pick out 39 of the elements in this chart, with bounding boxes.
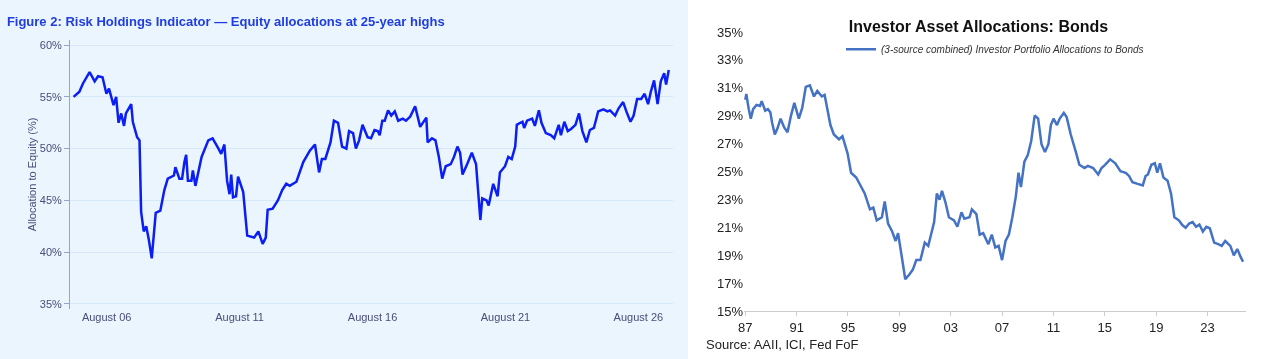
source-note: Source: AAII, ICI, Fed FoF xyxy=(706,337,859,352)
y-tick-label: 19% xyxy=(716,247,744,263)
x-tick-label: 03 xyxy=(943,319,958,335)
y-tick-label: 40% xyxy=(39,245,62,258)
x-tick-label: 91 xyxy=(789,319,804,335)
x-tick-label: 23 xyxy=(1200,319,1215,335)
x-tick-label: 87 xyxy=(738,319,753,335)
x-tick-label: 11 xyxy=(1046,319,1061,335)
x-tick-label: 19 xyxy=(1148,319,1164,335)
x-tick-label: August 06 xyxy=(81,311,132,323)
y-tick-label: 31% xyxy=(716,80,744,96)
x-tick-label: August 16 xyxy=(347,311,398,323)
y-tick-label: 25% xyxy=(716,164,744,180)
y-tick-label: 55% xyxy=(39,90,62,103)
y-tick-label: 60% xyxy=(39,39,62,52)
x-tick-label: August 11 xyxy=(215,311,264,323)
x-tick-label: 95 xyxy=(840,319,856,335)
y-tick-label: 35% xyxy=(39,297,62,310)
x-tick-label: 07 xyxy=(994,319,1010,335)
y-tick-label: 15% xyxy=(716,303,744,319)
y-tick-label: 50% xyxy=(39,142,62,155)
x-tick-label: 99 xyxy=(892,319,907,335)
y-tick-label: 35% xyxy=(716,24,744,40)
y-tick-label: 29% xyxy=(716,108,744,124)
chart-title: Investor Asset Allocations: Bonds xyxy=(848,18,1109,36)
y-tick-label: 21% xyxy=(716,219,744,235)
y-tick-label: 23% xyxy=(716,191,744,207)
line-series xyxy=(744,84,1245,281)
x-tick-label: August 21 xyxy=(480,311,531,323)
x-tick-label: August 26 xyxy=(613,311,664,323)
y-axis-title: Allocation to Equity (%) xyxy=(25,117,38,232)
y-tick-label: 27% xyxy=(716,136,744,152)
chart-title: Figure 2: Risk Holdings Indicator — Equity allocations at 25-year highs xyxy=(6,14,445,30)
y-tick-label: 17% xyxy=(716,275,744,291)
y-tick-label: 45% xyxy=(39,194,62,207)
x-tick-label: 15 xyxy=(1097,319,1112,335)
legend-label: (3-source combined) Investor Portfolio Allocations to Bonds xyxy=(881,44,1144,56)
y-tick-label: 33% xyxy=(716,52,744,68)
line-series xyxy=(72,68,671,260)
